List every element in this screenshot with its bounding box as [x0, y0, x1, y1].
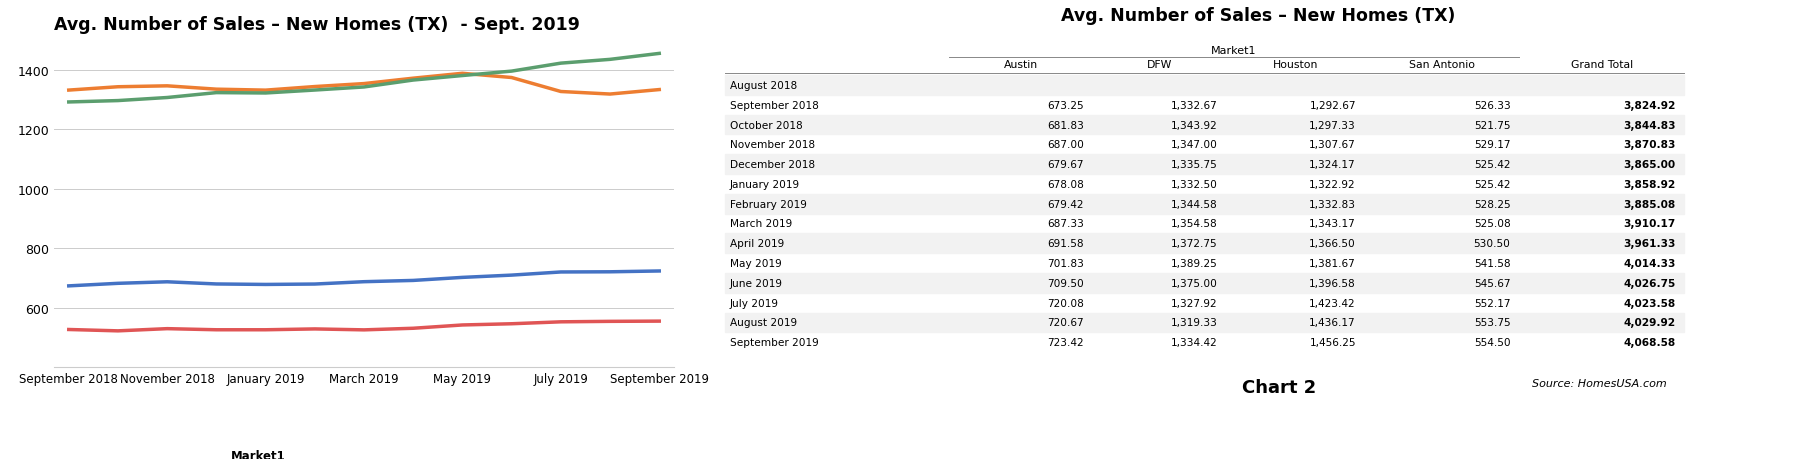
- Text: September 2018: September 2018: [731, 101, 819, 111]
- Text: 545.67: 545.67: [1474, 278, 1510, 288]
- Text: 525.42: 525.42: [1474, 160, 1510, 170]
- Text: 1,343.92: 1,343.92: [1170, 120, 1217, 130]
- Text: 1,335.75: 1,335.75: [1170, 160, 1217, 170]
- Text: 720.67: 720.67: [1048, 318, 1084, 328]
- Text: 679.67: 679.67: [1048, 160, 1084, 170]
- Text: 673.25: 673.25: [1048, 101, 1084, 111]
- Text: March 2019: March 2019: [731, 219, 792, 229]
- Text: May 2019: May 2019: [731, 258, 781, 269]
- Text: June 2019: June 2019: [731, 278, 783, 288]
- Text: 1,372.75: 1,372.75: [1170, 239, 1217, 249]
- Text: 1,332.50: 1,332.50: [1170, 179, 1217, 190]
- Text: 1,319.33: 1,319.33: [1170, 318, 1217, 328]
- Bar: [725, 313, 1685, 333]
- Text: 1,423.42: 1,423.42: [1309, 298, 1355, 308]
- Text: 1,436.17: 1,436.17: [1309, 318, 1355, 328]
- Text: 3,844.83: 3,844.83: [1624, 120, 1676, 130]
- Text: 687.33: 687.33: [1048, 219, 1084, 229]
- Text: January 2019: January 2019: [731, 179, 799, 190]
- Text: 4,014.33: 4,014.33: [1624, 258, 1676, 269]
- Bar: [725, 115, 1685, 135]
- Text: DFW: DFW: [1147, 60, 1172, 70]
- Text: 3,885.08: 3,885.08: [1624, 199, 1676, 209]
- Text: 1,322.92: 1,322.92: [1309, 179, 1355, 190]
- Text: 1,456.25: 1,456.25: [1309, 337, 1355, 347]
- Text: February 2019: February 2019: [731, 199, 806, 209]
- Text: 525.08: 525.08: [1474, 219, 1510, 229]
- Text: Austin: Austin: [1003, 60, 1037, 70]
- Text: Grand Total: Grand Total: [1571, 60, 1633, 70]
- Text: 1,292.67: 1,292.67: [1309, 101, 1355, 111]
- Text: 530.50: 530.50: [1474, 239, 1510, 249]
- Text: 529.17: 529.17: [1474, 140, 1510, 150]
- Text: 1,396.58: 1,396.58: [1309, 278, 1355, 288]
- Text: 552.17: 552.17: [1474, 298, 1510, 308]
- Text: 1,327.92: 1,327.92: [1170, 298, 1217, 308]
- Text: 528.25: 528.25: [1474, 199, 1510, 209]
- Text: 1,324.17: 1,324.17: [1309, 160, 1355, 170]
- Text: 3,870.83: 3,870.83: [1624, 140, 1676, 150]
- Text: Avg. Number of Sales – New Homes (TX)  - Sept. 2019: Avg. Number of Sales – New Homes (TX) - …: [54, 16, 580, 34]
- Text: 1,354.58: 1,354.58: [1170, 219, 1217, 229]
- Text: 1,343.17: 1,343.17: [1309, 219, 1355, 229]
- Text: December 2018: December 2018: [731, 160, 815, 170]
- Text: 1,375.00: 1,375.00: [1170, 278, 1217, 288]
- Text: July 2019: July 2019: [731, 298, 779, 308]
- Text: Houston: Houston: [1273, 60, 1318, 70]
- Text: Avg. Number of Sales – New Homes (TX): Avg. Number of Sales – New Homes (TX): [1060, 7, 1454, 25]
- Text: 709.50: 709.50: [1048, 278, 1084, 288]
- Text: 554.50: 554.50: [1474, 337, 1510, 347]
- Text: 4,068.58: 4,068.58: [1624, 337, 1676, 347]
- Text: 1,344.58: 1,344.58: [1170, 199, 1217, 209]
- Text: 1,332.83: 1,332.83: [1309, 199, 1355, 209]
- Text: 526.33: 526.33: [1474, 101, 1510, 111]
- Text: 4,029.92: 4,029.92: [1624, 318, 1676, 328]
- Text: 525.42: 525.42: [1474, 179, 1510, 190]
- Bar: [725, 76, 1685, 95]
- Text: 1,334.42: 1,334.42: [1170, 337, 1217, 347]
- Text: 553.75: 553.75: [1474, 318, 1510, 328]
- Text: Market1: Market1: [1211, 46, 1256, 56]
- Text: 1,366.50: 1,366.50: [1309, 239, 1355, 249]
- Text: 521.75: 521.75: [1474, 120, 1510, 130]
- Text: 1,381.67: 1,381.67: [1309, 258, 1355, 269]
- Text: 691.58: 691.58: [1048, 239, 1084, 249]
- Text: 3,858.92: 3,858.92: [1624, 179, 1676, 190]
- Bar: [725, 155, 1685, 174]
- Text: 3,824.92: 3,824.92: [1624, 101, 1676, 111]
- Text: 1,297.33: 1,297.33: [1309, 120, 1355, 130]
- Bar: [725, 234, 1685, 254]
- Text: October 2018: October 2018: [731, 120, 803, 130]
- Text: 720.08: 720.08: [1048, 298, 1084, 308]
- Text: 4,026.75: 4,026.75: [1624, 278, 1676, 288]
- Text: August 2018: August 2018: [731, 81, 797, 91]
- Text: Source: HomesUSA.com: Source: HomesUSA.com: [1532, 379, 1667, 388]
- Text: 701.83: 701.83: [1048, 258, 1084, 269]
- Legend: Austin, DFW, Houston, San Antonio: Austin, DFW, Houston, San Antonio: [59, 444, 457, 459]
- Text: 681.83: 681.83: [1048, 120, 1084, 130]
- Text: 1,332.67: 1,332.67: [1170, 101, 1217, 111]
- Text: San Antonio: San Antonio: [1409, 60, 1474, 70]
- Text: Chart 2: Chart 2: [1242, 379, 1316, 397]
- Text: 3,910.17: 3,910.17: [1624, 219, 1676, 229]
- Text: 3,865.00: 3,865.00: [1624, 160, 1676, 170]
- Text: 4,023.58: 4,023.58: [1624, 298, 1676, 308]
- Text: 1,307.67: 1,307.67: [1309, 140, 1355, 150]
- Bar: [725, 274, 1685, 293]
- Text: 1,389.25: 1,389.25: [1170, 258, 1217, 269]
- Text: August 2019: August 2019: [731, 318, 797, 328]
- Text: 678.08: 678.08: [1048, 179, 1084, 190]
- Text: 541.58: 541.58: [1474, 258, 1510, 269]
- Bar: [725, 194, 1685, 214]
- Text: 723.42: 723.42: [1048, 337, 1084, 347]
- Text: 687.00: 687.00: [1048, 140, 1084, 150]
- Text: 1,347.00: 1,347.00: [1170, 140, 1217, 150]
- Text: 3,961.33: 3,961.33: [1624, 239, 1676, 249]
- Text: September 2019: September 2019: [731, 337, 819, 347]
- Text: 679.42: 679.42: [1048, 199, 1084, 209]
- Text: November 2018: November 2018: [731, 140, 815, 150]
- Text: April 2019: April 2019: [731, 239, 785, 249]
